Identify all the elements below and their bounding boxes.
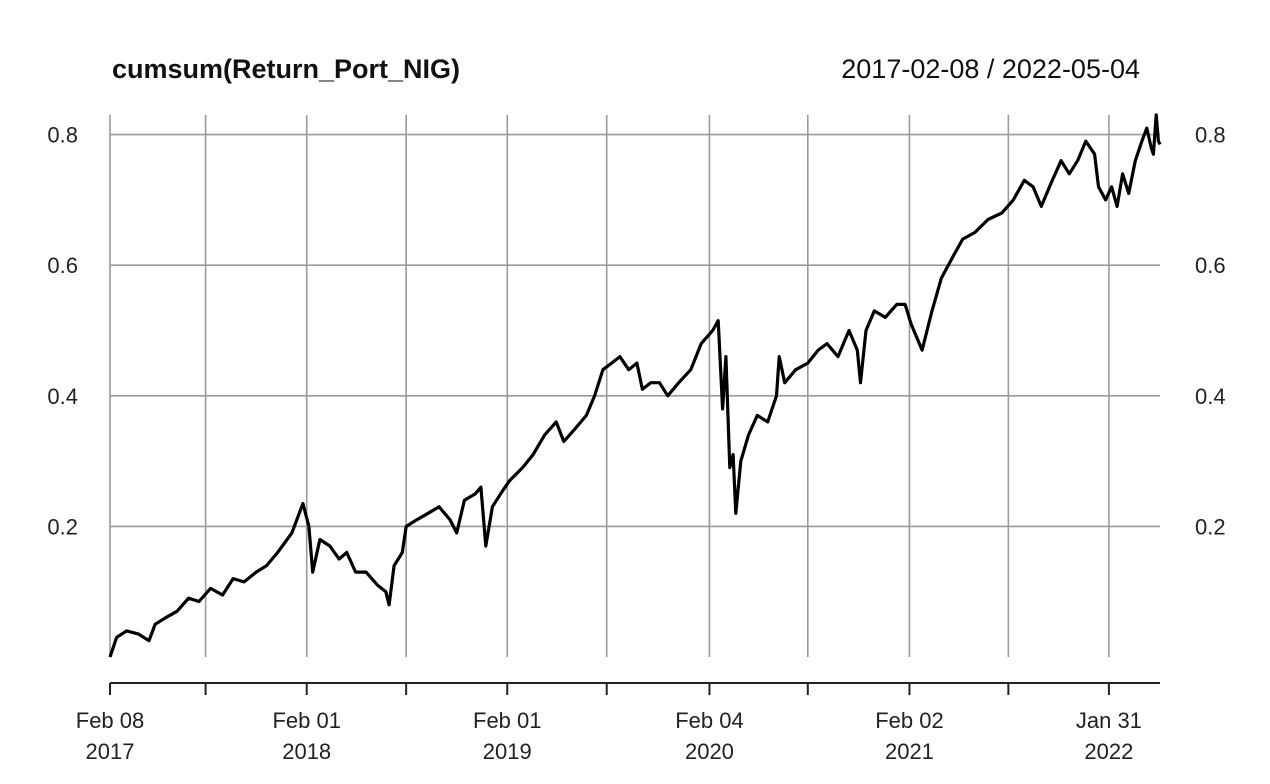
y-tick-label-left: 0.8 [47, 123, 78, 148]
grid-layer [109, 115, 1160, 657]
x-tick-label-date: Jan 31 [1076, 708, 1142, 733]
series-layer [108, 113, 1162, 658]
series-line [108, 113, 1162, 658]
x-tick-label-date: Feb 04 [675, 708, 744, 733]
x-tick-label-date: Feb 01 [473, 708, 542, 733]
date-range-label: 2017-02-08 / 2022-05-04 [841, 54, 1140, 84]
y-tick-label-left: 0.6 [47, 253, 78, 278]
x-tick-label-year: 2020 [685, 739, 734, 764]
x-tick-label-year: 2018 [282, 739, 331, 764]
x-tick-label-year: 2019 [483, 739, 532, 764]
x-tick-label-year: 2022 [1084, 739, 1133, 764]
y-tick-label-left: 0.4 [47, 384, 78, 409]
x-tick-label-date: Feb 02 [875, 708, 944, 733]
y-tick-label-right: 0.8 [1195, 123, 1226, 148]
y-tick-label-right: 0.4 [1195, 384, 1226, 409]
y-tick-label-right: 0.6 [1195, 253, 1226, 278]
y-tick-label-right: 0.2 [1195, 514, 1226, 539]
x-tick-label-year: 2021 [885, 739, 934, 764]
y-tick-label-left: 0.2 [47, 514, 78, 539]
x-tick-label-date: Feb 01 [272, 708, 341, 733]
chart-title: cumsum(Return_Port_NIG) [112, 54, 460, 84]
axis-layer: 0.2 0.2 0.4 0.4 0.6 0.6 0.8 0.8 Feb 08 2017 Feb 01… [47, 123, 1225, 764]
x-tick-label-date: Feb 08 [76, 708, 145, 733]
x-tick-label-year: 2017 [86, 739, 135, 764]
